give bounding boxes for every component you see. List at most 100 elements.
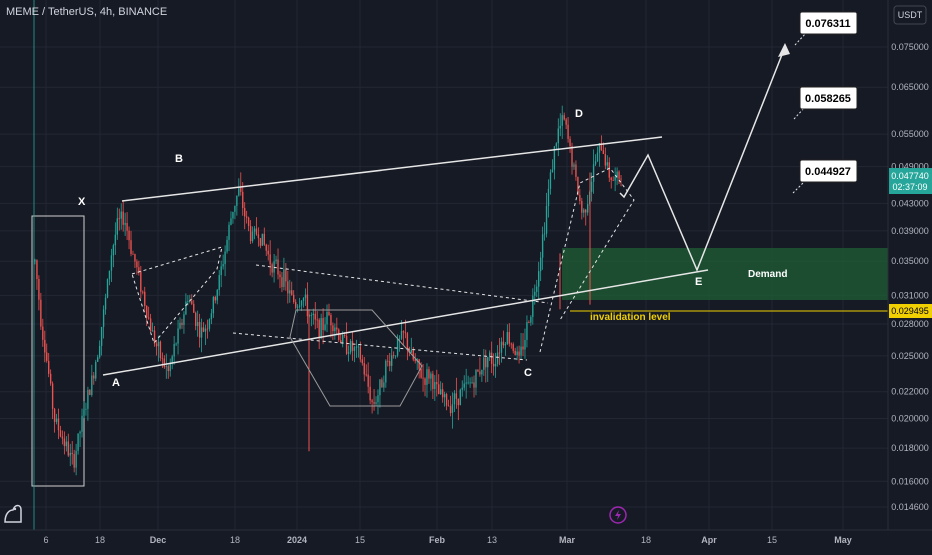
candle-body — [34, 260, 36, 262]
candle-body — [604, 154, 607, 166]
candle-body — [551, 169, 554, 173]
candle-body — [477, 370, 479, 372]
candle-body — [171, 356, 173, 364]
candle-body — [175, 343, 177, 345]
candle-body — [457, 398, 460, 406]
candle-body — [461, 387, 463, 390]
candle-body — [510, 343, 512, 345]
candle-body — [579, 195, 581, 201]
candle-body — [443, 394, 446, 398]
candle-body — [538, 271, 540, 287]
candle-body — [467, 382, 469, 384]
candle-body — [73, 453, 75, 468]
candle-body — [181, 322, 183, 325]
candle-body — [100, 326, 103, 346]
candle-body — [487, 357, 489, 368]
wave-labels: X A B C D E Demand invalidation level — [78, 108, 787, 389]
candle-body — [155, 343, 158, 347]
candle-body — [91, 375, 93, 395]
candle-body — [153, 330, 156, 344]
candle-body — [432, 373, 434, 390]
price-tick-label: 0.031000 — [891, 290, 929, 300]
candle-body — [573, 164, 575, 167]
wave-label-d: D — [575, 108, 583, 120]
candle-body — [520, 346, 522, 356]
candle-body — [183, 314, 185, 325]
candle-body — [173, 344, 175, 357]
candle-body — [392, 355, 395, 357]
price-tick-label: 0.025000 — [891, 351, 929, 361]
candle-body — [569, 138, 571, 147]
candle-body — [555, 143, 558, 147]
candle-body — [251, 231, 254, 242]
candle-body — [193, 303, 195, 313]
candle-body — [312, 313, 314, 316]
candle-body — [51, 383, 54, 409]
candle-body — [508, 332, 510, 344]
candle-body — [257, 234, 260, 239]
target-value-2: 0.058265 — [805, 93, 851, 105]
candle-body — [475, 370, 477, 388]
target-value-1: 0.044927 — [805, 166, 851, 178]
candle-body — [212, 297, 215, 314]
wave-label-e: E — [695, 276, 702, 288]
candle-body — [592, 164, 595, 182]
time-tick-label: 15 — [355, 535, 365, 545]
candle-body — [167, 366, 169, 372]
price-axis[interactable]: 0.075000 0.065000 0.055000 0.049000 0.043000… — [887, 0, 932, 530]
time-tick-label: 15 — [767, 535, 777, 545]
candle-body — [447, 405, 450, 407]
time-axis[interactable]: 6 18 Dec 18 2024 15 Feb 13 Mar 18 Apr 15 May — [0, 529, 932, 550]
candle-body — [543, 233, 546, 235]
candle-body — [179, 322, 181, 329]
candle-body — [287, 281, 289, 294]
wave-d-channel — [539, 167, 635, 353]
candle-body — [465, 382, 467, 384]
lightning-icon[interactable] — [609, 506, 627, 524]
target-value-3: 0.076311 — [805, 18, 850, 30]
candle-body — [492, 363, 495, 367]
candle-body — [532, 295, 534, 317]
candle-body — [330, 314, 332, 326]
candle-body — [138, 267, 140, 272]
candle-body — [216, 289, 218, 301]
candle-body — [334, 327, 336, 332]
candle-body — [136, 261, 138, 268]
price-badge-value: 0.047740 — [891, 171, 929, 181]
candle-body — [345, 335, 348, 354]
candle-body — [106, 279, 109, 298]
candle-body — [198, 321, 201, 338]
wave-b-channel — [131, 246, 223, 345]
candle-body — [581, 200, 583, 213]
candle-body — [102, 309, 105, 327]
candle-body — [420, 368, 422, 378]
candle-body — [598, 143, 601, 153]
candle-body — [471, 382, 473, 384]
candle-body — [600, 143, 603, 151]
candle-body — [279, 274, 281, 278]
time-tick-label: May — [834, 535, 852, 545]
candle-body — [275, 259, 277, 262]
candle-body — [547, 188, 550, 206]
candle-body — [357, 346, 360, 348]
wave-label-a: A — [112, 377, 120, 389]
candle-body — [222, 264, 224, 267]
candle-body — [42, 326, 44, 340]
candle-body — [130, 240, 132, 254]
candle-body — [361, 359, 363, 364]
tradingview-logo-icon[interactable] — [4, 504, 22, 523]
target-box-2 — [799, 86, 858, 110]
price-tick-label: 0.075000 — [891, 42, 929, 52]
candle-body — [108, 270, 111, 280]
target-boxes: 0.076311 0.058265 0.044927 — [799, 11, 858, 183]
candle-body — [347, 352, 350, 354]
candle-body — [247, 217, 250, 227]
candle-body — [418, 359, 420, 369]
candle-body — [40, 299, 42, 327]
price-axis-ticks: 0.075000 0.065000 0.055000 0.049000 0.043000… — [891, 42, 929, 512]
price-tick-label: 0.055000 — [891, 129, 929, 139]
triangle-lower-dashed — [255, 264, 549, 304]
candle-body — [259, 238, 262, 246]
